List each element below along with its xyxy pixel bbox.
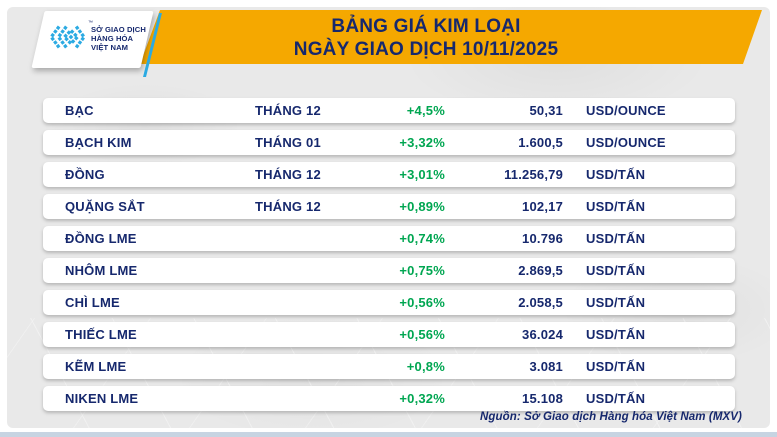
mxv-logo: ™ SỞ GIAO DỊCH HÀNG HÓA VIỆT NAM bbox=[38, 11, 147, 68]
change-percent: +3,01% bbox=[399, 167, 445, 182]
source-note: Nguồn: Sở Giao dịch Hàng hóa Việt Nam (M… bbox=[479, 411, 742, 423]
price-value: 36.024 bbox=[522, 327, 563, 342]
change-percent: +0,74% bbox=[399, 231, 445, 246]
background-panel: BẢNG GIÁ KIM LOẠI NGÀY GIAO DỊCH 10/11/2… bbox=[7, 7, 770, 428]
trademark-symbol: ™ bbox=[88, 20, 93, 26]
change-percent: +0,8% bbox=[406, 359, 445, 374]
table-row-dong-lme: ĐỒNG LME +0,74% 10.796 USD/TẤN bbox=[43, 226, 735, 251]
commodity-name: NHÔM LME bbox=[65, 263, 138, 278]
price-unit: USD/TẤN bbox=[586, 391, 646, 406]
price-value: 2.058,5 bbox=[518, 295, 563, 310]
table-row-bac: BẠC THÁNG 12 +4,5% 50,31 USD/OUNCE bbox=[43, 98, 735, 123]
change-percent: +0,56% bbox=[399, 295, 445, 310]
price-unit: USD/TẤN bbox=[586, 327, 646, 342]
contract-month: THÁNG 12 bbox=[255, 167, 321, 182]
price-unit: USD/TẤN bbox=[586, 231, 646, 246]
table-row-chi-lme: CHÌ LME +0,56% 2.058,5 USD/TẤN bbox=[43, 290, 735, 315]
price-unit: USD/OUNCE bbox=[586, 135, 666, 150]
price-unit: USD/OUNCE bbox=[586, 103, 666, 118]
page-title: BẢNG GIÁ KIM LOẠI bbox=[331, 16, 521, 37]
change-percent: +0,75% bbox=[399, 263, 445, 278]
price-value: 2.869,5 bbox=[518, 263, 563, 278]
table-row-dong: ĐỒNG THÁNG 12 +3,01% 11.256,79 USD/TẤN bbox=[43, 162, 735, 187]
commodity-name: BẠCH KIM bbox=[65, 135, 132, 150]
commodity-name: BẠC bbox=[65, 103, 94, 118]
table-row-kem-lme: KẼM LME +0,8% 3.081 USD/TẤN bbox=[43, 354, 735, 379]
price-unit: USD/TẤN bbox=[586, 263, 646, 278]
price-value: 11.256,79 bbox=[504, 167, 563, 182]
table-row-thiec-lme: THIẾC LME +0,56% 36.024 USD/TẤN bbox=[43, 322, 735, 347]
change-percent: +4,5% bbox=[406, 103, 445, 118]
commodity-name: CHÌ LME bbox=[65, 295, 120, 310]
contract-month: THÁNG 12 bbox=[255, 103, 321, 118]
change-percent: +0,32% bbox=[399, 391, 445, 406]
commodity-name: KẼM LME bbox=[65, 359, 127, 374]
table-row-bach-kim: BẠCH KIM THÁNG 01 +3,32% 1.600,5 USD/OUN… bbox=[43, 130, 735, 155]
contract-month: THÁNG 01 bbox=[255, 135, 321, 150]
logo-line-3: VIỆT NAM bbox=[91, 42, 129, 52]
commodity-name: ĐỒNG LME bbox=[65, 231, 137, 246]
change-percent: +3,32% bbox=[399, 135, 445, 150]
price-value: 1.600,5 bbox=[518, 135, 563, 150]
mxv-logo-icon: ™ bbox=[46, 20, 93, 57]
change-percent: +0,56% bbox=[399, 327, 445, 342]
price-value: 50,31 bbox=[529, 103, 563, 118]
contract-month: THÁNG 12 bbox=[255, 199, 321, 214]
price-value: 3.081 bbox=[529, 359, 563, 374]
table-row-niken-lme: NIKEN LME +0,32% 15.108 USD/TẤN bbox=[43, 386, 735, 411]
bottom-edge-strip bbox=[0, 432, 777, 437]
price-unit: USD/TẤN bbox=[586, 359, 646, 374]
commodity-name: QUẶNG SẮT bbox=[65, 199, 145, 214]
mxv-logo-card: ™ SỞ GIAO DỊCH HÀNG HÓA VIỆT NAM bbox=[31, 11, 154, 68]
price-value: 10.796 bbox=[522, 231, 563, 246]
table-row-nhom-lme: NHÔM LME +0,75% 2.869,5 USD/TẤN bbox=[43, 258, 735, 283]
commodity-name: THIẾC LME bbox=[65, 327, 137, 342]
commodity-name: NIKEN LME bbox=[65, 391, 139, 406]
title-banner: BẢNG GIÁ KIM LOẠI NGÀY GIAO DỊCH 10/11/2… bbox=[140, 10, 762, 64]
price-value: 102,17 bbox=[522, 199, 563, 214]
commodity-name: ĐỒNG bbox=[65, 167, 105, 182]
price-unit: USD/TẤN bbox=[586, 295, 646, 310]
price-table: BẠC THÁNG 12 +4,5% 50,31 USD/OUNCE BẠCH … bbox=[43, 98, 735, 418]
price-unit: USD/TẤN bbox=[586, 167, 646, 182]
mxv-logo-text: SỞ GIAO DỊCH HÀNG HÓA VIỆT NAM bbox=[91, 25, 146, 52]
price-value: 15.108 bbox=[522, 391, 563, 406]
table-row-quang-sat: QUẶNG SẮT THÁNG 12 +0,89% 102,17 USD/TẤN bbox=[43, 194, 735, 219]
page-subtitle-date: NGÀY GIAO DỊCH 10/11/2025 bbox=[293, 39, 559, 60]
change-percent: +0,89% bbox=[399, 199, 445, 214]
price-unit: USD/TẤN bbox=[586, 199, 646, 214]
